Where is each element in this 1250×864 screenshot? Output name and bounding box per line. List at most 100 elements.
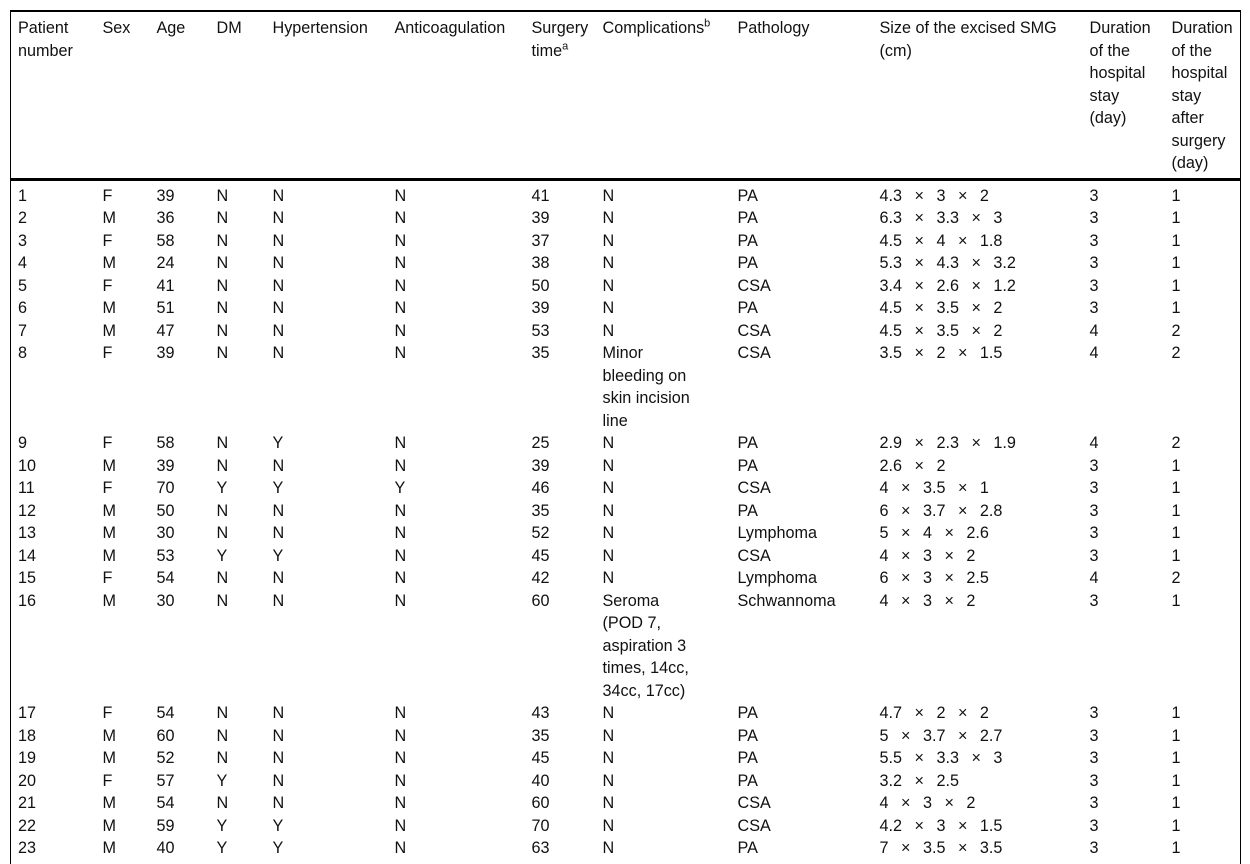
cell-age: 36 — [156, 209, 175, 227]
cell-patient-number: 21 — [18, 794, 37, 812]
cell-hospital-stay: 3 — [1089, 276, 1099, 295]
cell-hospital-stay-after-surgery: 1 — [1171, 524, 1181, 542]
column-header-complications: Complicationsb — [595, 11, 731, 181]
cell-hospital-stay-after-surgery: 1 — [1171, 209, 1181, 227]
cell-pathology: Lymphoma — [737, 524, 817, 542]
cell-smg-size: 5 × 4 × 2.6 — [879, 524, 989, 542]
cell-sex: M — [102, 839, 116, 857]
cell-complications: N — [602, 546, 615, 565]
cell-sex: M — [102, 749, 116, 767]
column-header-label: Age — [156, 19, 186, 37]
column-header-label: Duration of the hospital stay (day) — [1089, 19, 1151, 127]
cell-hypertension: N — [272, 794, 285, 812]
cell-patient-number: 12 — [18, 501, 37, 520]
table-row-patient-10: 10 M 39 N N N 39 N PA 2.6 × 2 3 1 — [11, 455, 1241, 478]
cell-smg-size: 6 × 3.7 × 2.8 — [879, 501, 1003, 520]
cell-age: 70 — [156, 479, 175, 497]
cell-hospital-stay: 3 — [1089, 524, 1099, 542]
cell-pathology: CSA — [737, 321, 771, 340]
column-header-hypertension: Hypertension — [265, 11, 388, 181]
cell-hypertension: N — [272, 231, 285, 250]
cell-age: 41 — [156, 276, 175, 295]
cell-hospital-stay: 3 — [1089, 771, 1099, 790]
cell-patient-number: 20 — [18, 771, 37, 790]
column-header-smg-size: Size of the excised SMG (cm) — [872, 11, 1083, 181]
cell-age: 53 — [156, 546, 175, 565]
footnote-marker: b — [704, 17, 711, 30]
table-row-patient-12: 12 M 50 N N N 35 N PA 6 × 3.7 × 2.8 3 1 — [11, 500, 1241, 523]
cell-smg-size: 7 × 3.5 × 3.5 — [879, 839, 1003, 857]
cell-patient-number: 2 — [18, 209, 28, 227]
cell-hospital-stay-after-surgery: 1 — [1171, 816, 1181, 835]
column-header-anticoagulation: Anticoagulation — [387, 11, 525, 181]
cell-pathology: CSA — [737, 794, 771, 812]
cell-hypertension: N — [272, 186, 285, 205]
cell-dm: N — [216, 344, 229, 362]
cell-smg-size: 4 × 3 × 2 — [879, 794, 976, 812]
cell-anticoagulation: N — [394, 434, 407, 452]
column-header-surgery-time: Surgery timea — [524, 11, 596, 181]
cell-sex: M — [102, 726, 116, 745]
cell-dm: N — [216, 434, 229, 452]
table-header: Patient number Sex Age DM Hypertension Antico… — [10, 11, 1241, 181]
cell-sex: M — [102, 456, 116, 475]
cell-smg-size: 5.5 × 3.3 × 3 — [879, 749, 1003, 767]
cell-sex: F — [102, 276, 113, 295]
cell-pathology: CSA — [737, 479, 771, 497]
cell-hospital-stay-after-surgery: 2 — [1171, 569, 1181, 587]
table-row-patient-2: 2 M 36 N N N 39 N PA 6.3 × 3.3 × 3 3 1 — [11, 207, 1241, 230]
cell-hospital-stay: 3 — [1089, 839, 1099, 857]
cell-sex: F — [102, 569, 113, 587]
cell-smg-size: 6.3 × 3.3 × 3 — [879, 209, 1003, 227]
table-row-patient-14: 14 M 53 Y Y N 45 N CSA 4 × 3 × 2 3 1 — [11, 545, 1241, 568]
cell-pathology: PA — [737, 186, 758, 205]
cell-hypertension: N — [272, 569, 285, 587]
cell-sex: M — [102, 591, 116, 610]
cell-anticoagulation: N — [394, 704, 407, 722]
cell-hospital-stay-after-surgery: 1 — [1171, 299, 1181, 317]
cell-complications: N — [602, 434, 615, 452]
cell-complications: N — [602, 816, 615, 835]
cell-smg-size: 4.5 × 4 × 1.8 — [879, 231, 1003, 250]
cell-anticoagulation: N — [394, 726, 407, 745]
cell-age: 58 — [156, 231, 175, 250]
cell-patient-number: 5 — [18, 276, 28, 295]
cell-hospital-stay: 4 — [1089, 569, 1099, 587]
column-header-age: Age — [149, 11, 210, 181]
cell-sex: M — [102, 209, 116, 227]
cell-hospital-stay: 3 — [1089, 231, 1099, 250]
cell-complications: N — [602, 321, 615, 340]
cell-patient-number: 19 — [18, 749, 37, 767]
cell-patient-number: 1 — [18, 186, 28, 205]
cell-anticoagulation: N — [394, 344, 407, 362]
cell-pathology: PA — [737, 299, 758, 317]
cell-patient-number: 10 — [18, 456, 37, 475]
cell-patient-number: 9 — [18, 434, 28, 452]
cell-surgery-time: 45 — [531, 749, 550, 767]
cell-hospital-stay-after-surgery: 2 — [1171, 344, 1181, 362]
cell-anticoagulation: N — [394, 771, 407, 790]
cell-dm: Y — [216, 816, 228, 835]
cell-surgery-time: 38 — [531, 254, 550, 272]
cell-dm: N — [216, 276, 229, 295]
cell-hospital-stay: 3 — [1089, 501, 1099, 520]
cell-hospital-stay-after-surgery: 1 — [1171, 456, 1181, 475]
cell-surgery-time: 39 — [531, 299, 550, 317]
cell-smg-size: 4 × 3.5 × 1 — [879, 479, 989, 497]
cell-patient-number: 18 — [18, 726, 37, 745]
cell-hypertension: Y — [272, 479, 284, 497]
cell-patient-number: 14 — [18, 546, 37, 565]
cell-anticoagulation: N — [394, 456, 407, 475]
cell-smg-size: 4.7 × 2 × 2 — [879, 704, 989, 722]
cell-hospital-stay-after-surgery: 1 — [1171, 591, 1181, 610]
cell-patient-number: 3 — [18, 231, 28, 250]
cell-hospital-stay-after-surgery: 1 — [1171, 771, 1181, 790]
table-body: 1 F 39 N N N 41 N PA 4.3 × 3 × 2 3 1 2 M 36 N N N 39 N PA 6.3… — [11, 179, 1241, 864]
cell-complications: N — [602, 726, 615, 745]
cell-complications: N — [602, 276, 615, 295]
column-header-label: Sex — [102, 19, 131, 37]
cell-sex: F — [102, 771, 113, 790]
cell-age: 47 — [156, 321, 175, 340]
cell-sex: F — [102, 704, 113, 722]
cell-hospital-stay: 3 — [1089, 591, 1099, 610]
